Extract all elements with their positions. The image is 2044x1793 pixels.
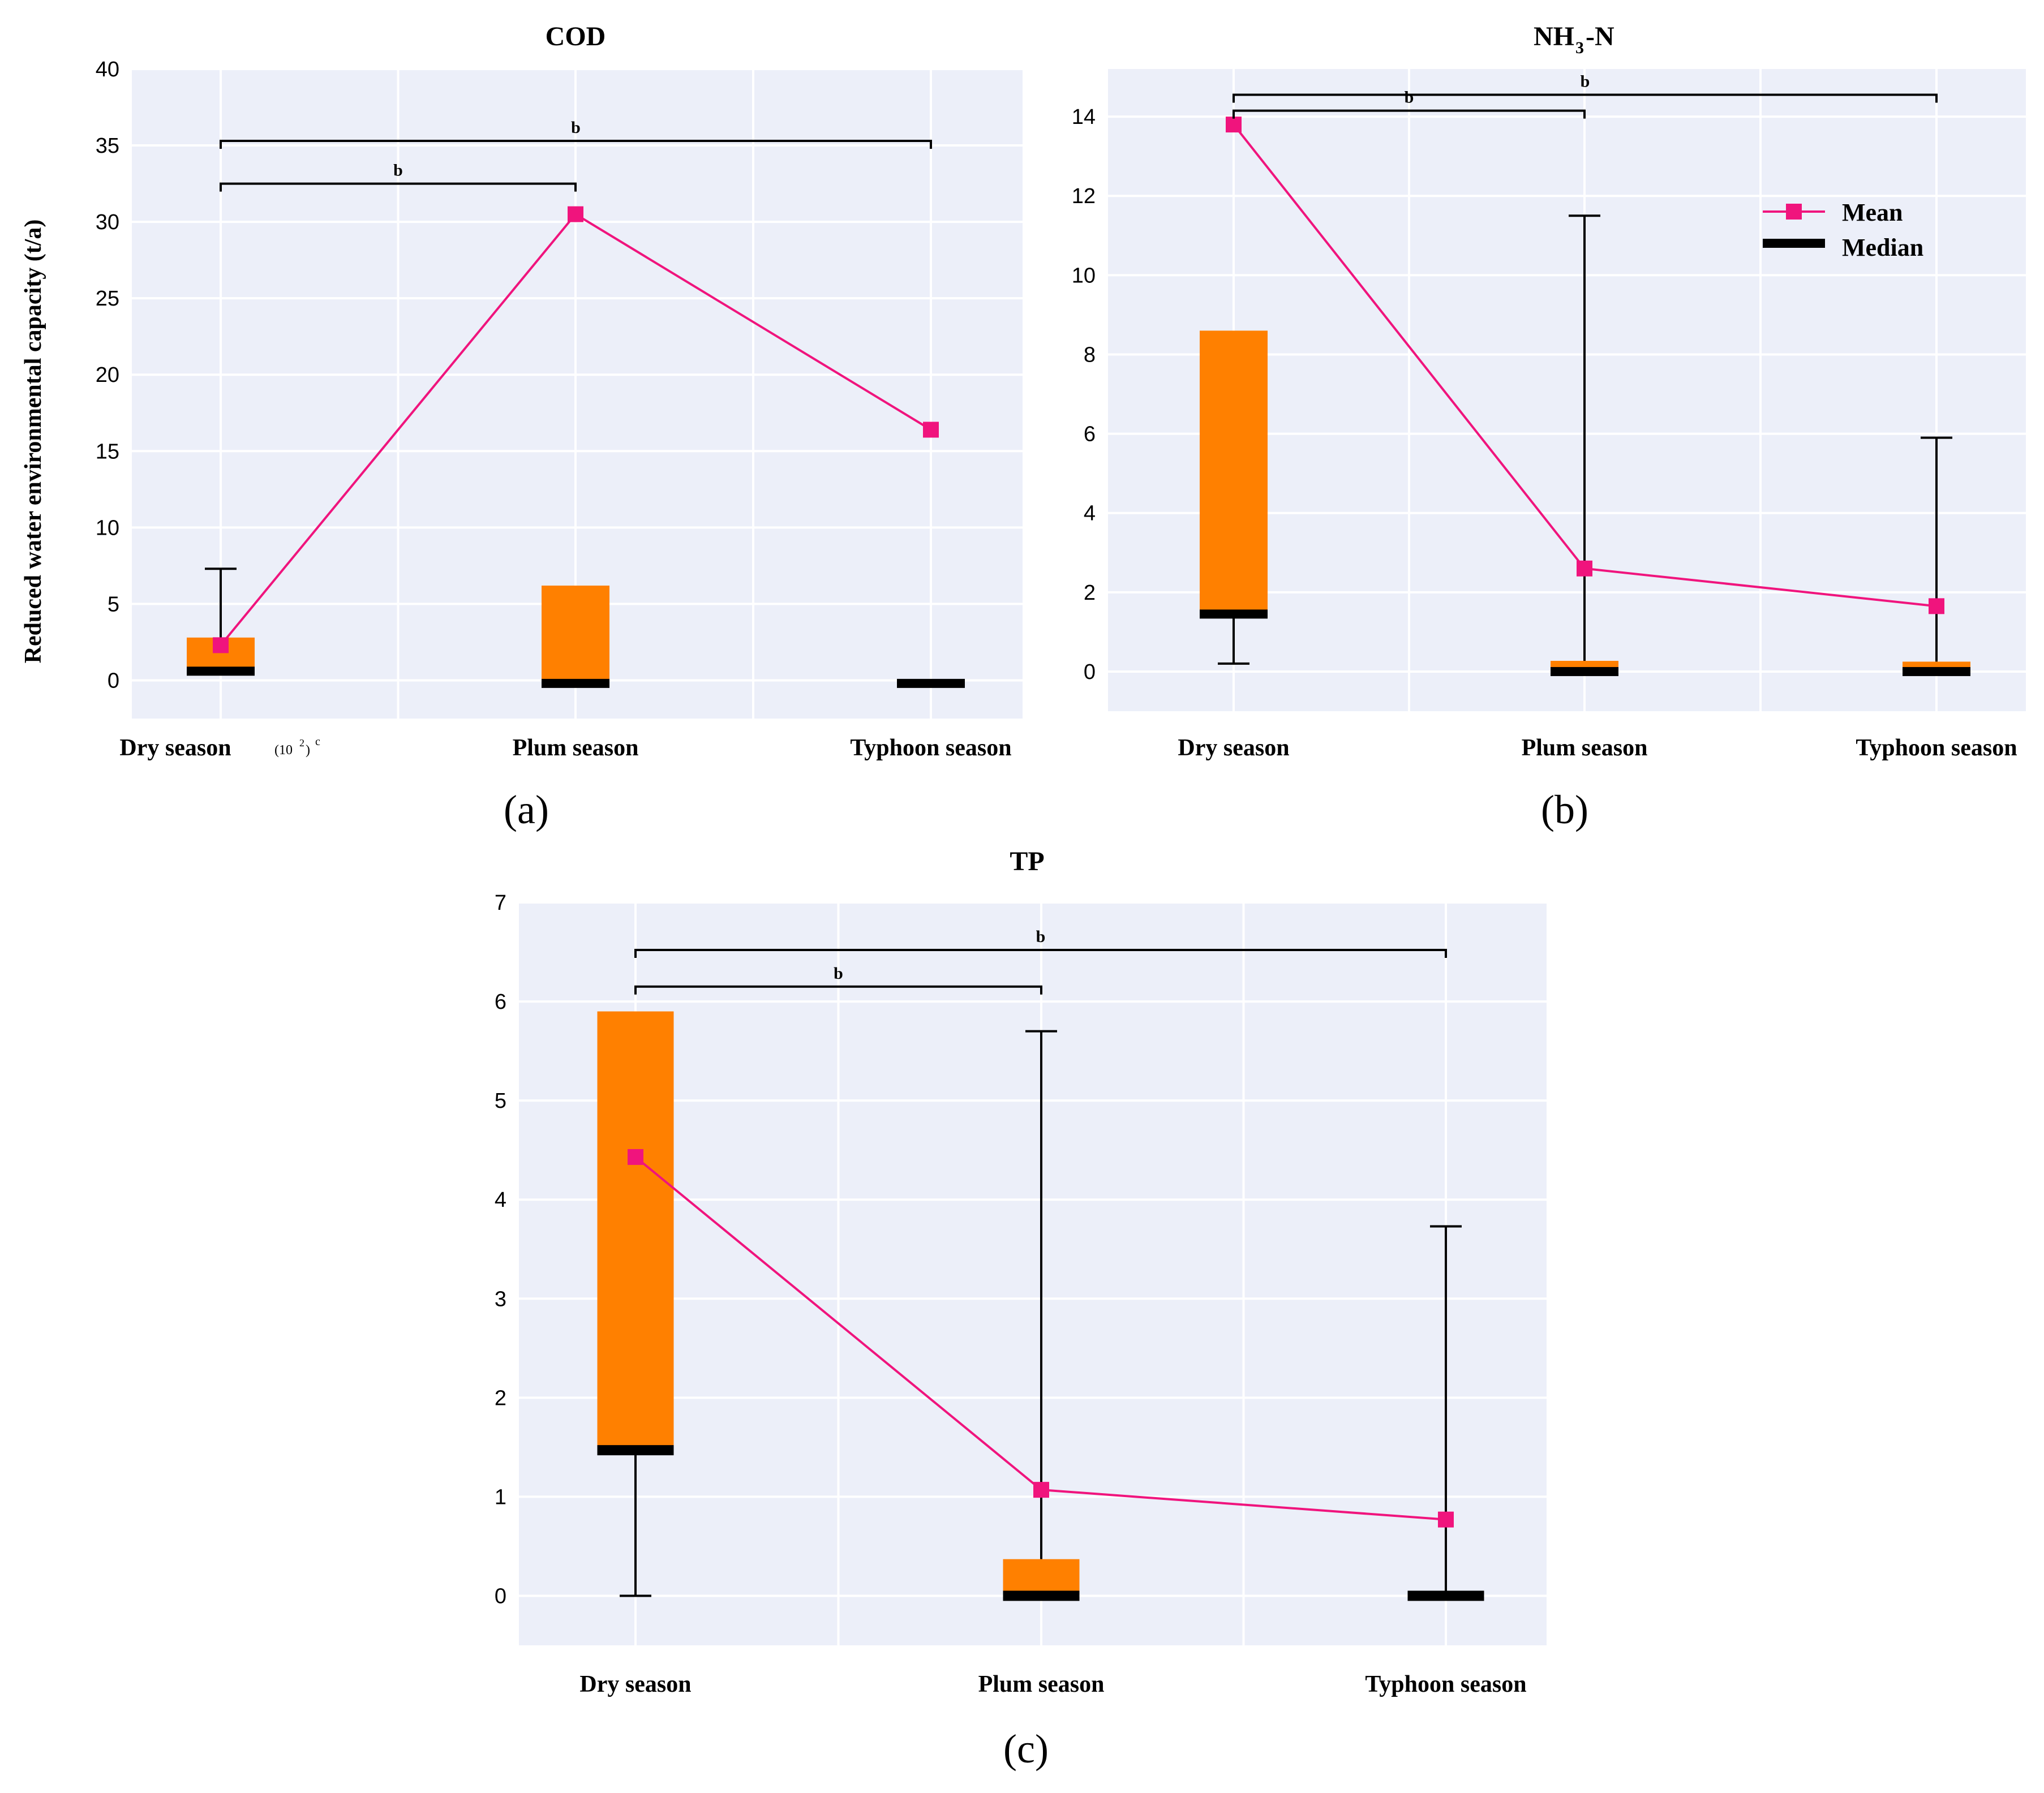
median-bar <box>1551 667 1618 676</box>
legend-median-label: Median <box>1842 234 1923 261</box>
x-category-label: Typhoon season <box>850 735 1011 761</box>
chart-title-subscript: 3 <box>1575 38 1584 57</box>
median-bar <box>187 667 255 676</box>
x-category-label: Typhoon season <box>1856 735 2017 761</box>
chart-title-pre: NH <box>1534 22 1574 51</box>
y-tick-label: 15 <box>96 440 119 463</box>
chart-title-post: -N <box>1586 22 1614 51</box>
y-tick-label: 2 <box>1084 581 1096 605</box>
significance-bracket <box>1233 93 1938 103</box>
significance-label: b <box>1581 72 1590 91</box>
median-bar <box>897 678 965 688</box>
mean-marker <box>1577 560 1592 577</box>
legend-mean-label: Mean <box>1842 199 1903 226</box>
legend-mean-marker <box>1786 204 1802 220</box>
y-tick-label: 1 <box>495 1485 506 1509</box>
x-category-label: Plum season <box>978 1671 1105 1697</box>
y-tick-label: 14 <box>1072 105 1096 129</box>
y-tick-label: 10 <box>96 516 119 540</box>
significance-bracket <box>220 139 932 149</box>
box-iqr <box>597 1011 674 1451</box>
y-tick-label: 6 <box>1084 423 1096 446</box>
significance-label: b <box>1036 927 1046 946</box>
y-tick-label: 0 <box>108 669 119 693</box>
significance-label: b <box>834 964 843 983</box>
significance-label: b <box>571 118 581 137</box>
median-bar <box>542 678 609 688</box>
y-tick-label: 4 <box>1084 502 1096 526</box>
mean-marker <box>213 637 229 653</box>
legend-median-marker <box>1763 239 1825 248</box>
y-tick-label: 20 <box>96 363 119 387</box>
panel-label: (a) <box>504 787 549 832</box>
median-bar <box>1407 1590 1484 1601</box>
panel-label: (c) <box>1003 1726 1049 1771</box>
mean-marker <box>1929 598 1944 614</box>
y-tick-label: 30 <box>96 210 119 234</box>
y-tick-label: 3 <box>495 1287 506 1311</box>
y-tick-label: 4 <box>495 1188 506 1212</box>
category-unit-open: (10 <box>274 743 293 758</box>
y-tick-label: 6 <box>495 990 506 1014</box>
category-footnote: c <box>315 736 320 748</box>
y-axis-label: Reduced water environmental capacity (t/… <box>20 220 46 664</box>
category-unit-close: ) <box>306 743 310 758</box>
chart-panel-nh3n: 0 2 4 6 8 10 12 14 b b Dry season Plum season Typhoo… <box>1072 22 2026 832</box>
median-bar <box>597 1445 674 1456</box>
mean-marker <box>923 422 939 438</box>
y-tick-label: 5 <box>108 592 119 616</box>
y-tick-label: 0 <box>495 1584 506 1608</box>
mean-marker <box>568 206 583 222</box>
chart-panel-tp: 0 1 2 3 4 5 6 7 b b Dry season Plum season Typhoon s… <box>495 846 1547 1771</box>
median-bar <box>1003 1590 1080 1601</box>
category-unit-exponent: 2 <box>299 737 304 749</box>
chart-title: COD <box>546 22 606 51</box>
y-tick-label: 0 <box>1084 660 1096 684</box>
y-tick-label: 35 <box>96 134 119 158</box>
panel-label: (b) <box>1541 787 1588 832</box>
mean-marker <box>1033 1482 1049 1498</box>
x-category-label: Typhoon season <box>1365 1671 1526 1697</box>
box-iqr <box>542 585 609 683</box>
box-iqr <box>1200 330 1268 614</box>
y-tick-label: 5 <box>495 1089 506 1113</box>
y-tick-label: 25 <box>96 287 119 311</box>
y-tick-label: 40 <box>96 58 119 81</box>
y-tick-label: 2 <box>495 1386 506 1410</box>
y-tick-label: 10 <box>1072 264 1096 287</box>
x-category-label: Plum season <box>1522 735 1648 761</box>
mean-marker <box>628 1149 643 1165</box>
y-tick-label: 7 <box>495 891 506 915</box>
box-iqr <box>1003 1559 1080 1596</box>
mean-marker <box>1438 1511 1454 1528</box>
mean-marker <box>1226 117 1242 133</box>
significance-bracket <box>220 182 577 192</box>
x-category-label: Dry season <box>119 735 231 761</box>
legend: Mean Median <box>1763 199 1923 261</box>
significance-label: b <box>393 161 403 180</box>
plot-area <box>519 902 1547 1645</box>
significance-bracket <box>634 949 1447 958</box>
y-tick-label: 8 <box>1084 343 1096 367</box>
y-tick-label: 12 <box>1072 184 1096 208</box>
x-category-label: Dry season <box>579 1671 691 1697</box>
median-bar <box>1903 667 1970 676</box>
x-category-label: Plum season <box>513 735 639 761</box>
significance-bracket <box>634 985 1042 995</box>
significance-label: b <box>1405 88 1414 107</box>
chart-panel-cod: 0 5 10 15 20 25 30 35 40 b b Dry season (10 2) c Plum s… <box>96 22 1023 832</box>
significance-bracket <box>1233 109 1586 119</box>
chart-title: TP <box>1010 846 1044 876</box>
x-category-label: Dry season <box>1178 735 1289 761</box>
median-bar <box>1200 609 1268 619</box>
